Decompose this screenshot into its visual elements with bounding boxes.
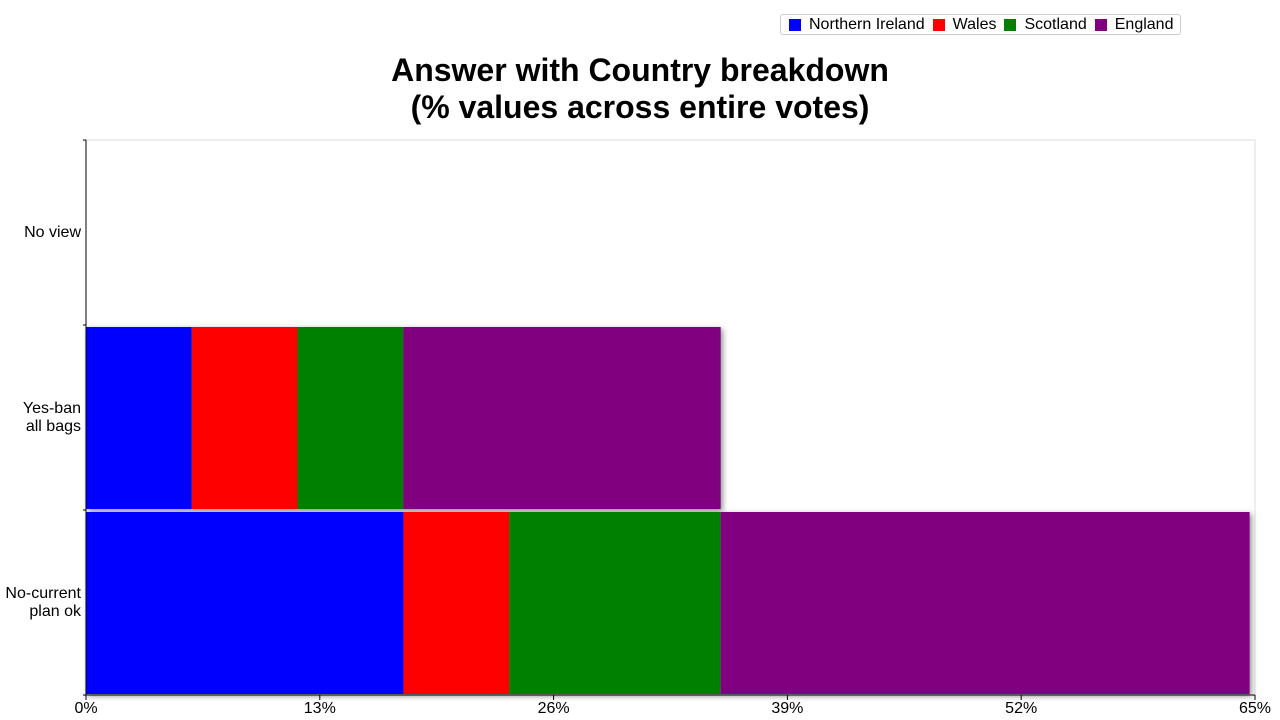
bar-segment <box>720 512 1250 694</box>
x-tick-label: 13% <box>304 700 336 717</box>
bar-group <box>86 512 1250 694</box>
legend-label: Scotland <box>1024 15 1087 33</box>
x-tick-label: 52% <box>1005 700 1037 717</box>
legend-swatch <box>932 18 945 31</box>
x-tick-label: 39% <box>771 700 803 717</box>
bar-segment <box>191 327 298 509</box>
legend-item: Wales <box>932 15 997 34</box>
legend-label: Northern Ireland <box>809 15 925 33</box>
x-tick-label: 26% <box>538 700 570 717</box>
y-tick-label: Yes-ban all bags <box>22 399 81 435</box>
legend-swatch <box>789 18 801 31</box>
legend-label: England <box>1114 15 1174 33</box>
bar-segment <box>403 512 510 694</box>
legend-item: Scotland <box>1004 15 1087 34</box>
x-tick-label: 65% <box>1239 700 1271 717</box>
legend-item: England <box>1094 15 1174 34</box>
bar-segment <box>86 512 404 694</box>
bar-segment <box>86 327 192 509</box>
x-tick-label: 0% <box>74 700 97 717</box>
bar-segment <box>297 327 404 509</box>
y-tick-label: No-current plan ok <box>5 584 81 620</box>
legend-label: Wales <box>952 15 997 33</box>
bar-segment <box>509 512 721 694</box>
legend: Northern Ireland Wales Scotland England <box>780 14 1182 35</box>
bar-segment <box>403 327 721 509</box>
y-tick-label: No view <box>24 223 81 241</box>
legend-swatch <box>1004 18 1017 31</box>
legend-item: Northern Ireland <box>789 16 925 34</box>
legend-swatch <box>1094 18 1107 31</box>
chart-title: Answer with Country breakdown (% values … <box>391 52 889 125</box>
bar-group <box>86 327 721 509</box>
